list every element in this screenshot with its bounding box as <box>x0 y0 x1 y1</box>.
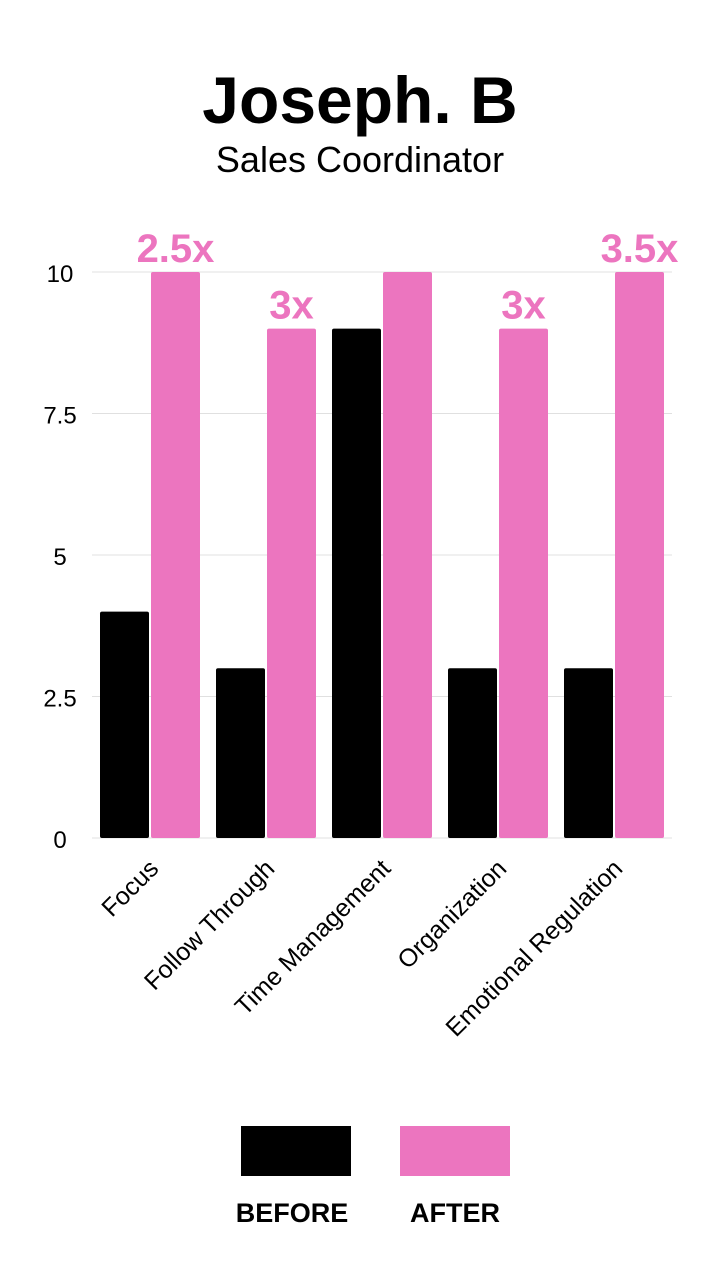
bar-before <box>564 668 613 838</box>
bar-before <box>448 668 497 838</box>
y-tick-label: 10 <box>47 261 74 288</box>
multiplier-label: 3x <box>501 284 546 328</box>
bar-after <box>499 328 548 838</box>
multiplier-label: 3x <box>269 284 314 328</box>
multiplier-label: 3.5x <box>601 227 679 271</box>
y-tick-label: 2.5 <box>43 686 76 713</box>
multiplier-label: 2.5x <box>137 227 215 271</box>
bar-after <box>615 272 664 838</box>
x-tick-label: Focus <box>96 854 164 922</box>
legend-label-after: AFTER <box>410 1198 500 1228</box>
legend-swatch-after <box>400 1126 510 1176</box>
chart-subtitle: Sales Coordinator <box>215 139 505 180</box>
legend-swatch-before <box>241 1126 351 1176</box>
chart-title: Joseph. B <box>202 63 518 137</box>
bar-before <box>216 668 265 838</box>
bar-after <box>151 272 200 838</box>
y-tick-label: 0 <box>53 827 66 854</box>
bar-before <box>332 328 381 838</box>
legend-label-before: BEFORE <box>235 1198 349 1228</box>
y-tick-label: 5 <box>53 544 66 571</box>
bar-after <box>267 328 316 838</box>
bar-before <box>100 611 149 838</box>
x-tick-label: Organization <box>392 854 512 974</box>
bar-after <box>383 272 432 838</box>
y-tick-label: 7.5 <box>43 403 76 430</box>
